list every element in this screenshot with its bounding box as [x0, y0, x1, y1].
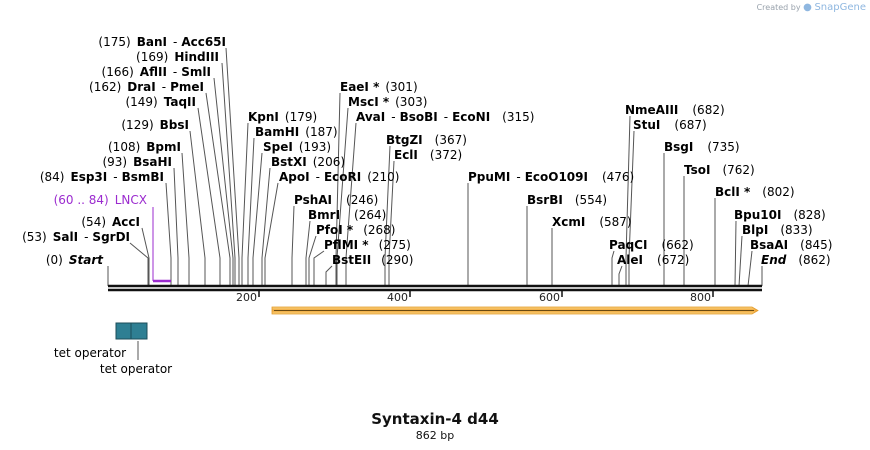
leader-BsaHI — [173, 167, 179, 286]
enzyme-PaqCI[interactable]: PaqCI (662) — [609, 238, 694, 252]
enzyme-EaeI[interactable]: EaeI * (301) — [340, 80, 418, 94]
leader-BtgZI — [384, 145, 391, 286]
tet-operator-label-2: tet operator — [100, 362, 172, 376]
credit-brand: SnapGene — [814, 2, 866, 13]
lncx-label: (60 .. 84) LNCX — [54, 193, 147, 207]
enzyme-BanI[interactable]: (175) BanI - Acc65I — [98, 35, 226, 49]
enzyme-EclI[interactable]: EclI (372) — [394, 148, 462, 162]
leader-BstEII — [325, 265, 333, 286]
leader-PshAI — [291, 205, 295, 286]
ruler-label-800: 800 — [690, 291, 711, 304]
enzyme-BstEII[interactable]: BstEII (290) — [332, 253, 413, 267]
enzyme-SpeI[interactable]: SpeI (193) — [263, 140, 331, 154]
sequence-title: Syntaxin-4 d44 — [371, 410, 499, 428]
enzyme-AflII[interactable]: (166) AflII - SmlI — [102, 65, 211, 79]
enzyme-NmeAIII[interactable]: NmeAIII (682) — [625, 103, 725, 117]
enzyme-leader-lines — [107, 47, 763, 287]
snapgene-credit: Created by ● SnapGene — [757, 2, 866, 13]
enzyme-BclI[interactable]: BclI * (802) — [715, 185, 795, 199]
enzyme-PflMI[interactable]: PflMI * (275) — [324, 238, 411, 252]
leader-TaqII — [197, 107, 221, 286]
leader-BpmI — [181, 152, 190, 286]
tet-operator-features[interactable]: tet operator tet operator — [54, 322, 172, 376]
enzyme-DraI[interactable]: (162) DraI - PmeI — [89, 80, 204, 94]
enzyme-TsoI[interactable]: TsoI (762) — [684, 163, 755, 177]
enzyme-BsrBI[interactable]: BsrBI (554) — [527, 193, 607, 207]
enzyme-AccI[interactable]: (54) AccI — [81, 215, 140, 229]
leader-PaqCI — [611, 250, 615, 286]
enzyme-KpnI[interactable]: KpnI (179) — [248, 110, 317, 124]
enzyme-BtgZI[interactable]: BtgZI (367) — [386, 133, 467, 147]
enzyme-PfoI[interactable]: PfoI * (268) — [316, 223, 395, 237]
tet-operator-label-1: tet operator — [54, 346, 126, 360]
leader-AvaI — [345, 122, 357, 286]
enzyme-BbsI[interactable]: (129) BbsI — [121, 118, 189, 132]
leader-KpnI — [241, 122, 249, 286]
enzyme-TaqII[interactable]: (149) TaqII — [125, 95, 196, 109]
leader-AleI — [618, 265, 623, 286]
tet-operator-box-1[interactable] — [115, 322, 132, 340]
dna-backbone — [108, 284, 762, 292]
leader-EclI — [388, 160, 395, 286]
leader-BbsI — [189, 130, 206, 286]
enzyme-BmrI[interactable]: BmrI (264) — [308, 208, 386, 222]
enzyme-XcmI[interactable]: XcmI (587) — [552, 215, 632, 229]
ruler-label-200: 200 — [236, 291, 257, 304]
ruler — [258, 290, 714, 297]
leader-ApoI — [264, 182, 279, 286]
sequence-length: 862 bp — [415, 429, 455, 442]
enzyme-AvaI[interactable]: AvaI - BsoBI - EcoNI (315) — [356, 110, 534, 124]
lncx-feature[interactable]: (60 .. 84) LNCX — [54, 193, 171, 283]
leader-BstXI — [261, 167, 271, 286]
enzyme-BamHI[interactable]: BamHI (187) — [255, 125, 338, 139]
snapgene-logo-icon: ● — [803, 2, 812, 13]
leader-NmeAIII — [625, 115, 631, 286]
leader-AccI — [141, 227, 150, 286]
end-label: End (862) — [761, 253, 831, 267]
tet-operator-box-2[interactable] — [130, 322, 148, 340]
leader-SalI — [129, 242, 149, 286]
enzyme-BsaAI[interactable]: BsaAI (845) — [750, 238, 832, 252]
enzyme-SalI[interactable]: (53) SalI - SgrDI — [22, 230, 130, 244]
leader-MscI — [336, 107, 349, 286]
leader-AflII — [213, 77, 234, 286]
enzyme-BstXI[interactable]: BstXI (206) — [271, 155, 345, 169]
leader-Bpu10I — [734, 220, 737, 287]
leader-PfoI — [308, 235, 317, 286]
ruler-label-600: 600 — [539, 291, 560, 304]
enzyme-BsaHI[interactable]: (93) BsaHI — [102, 155, 172, 169]
enzyme-BsgI[interactable]: BsgI (735) — [664, 140, 740, 154]
enzyme-labels: (175) BanI - Acc65I (169) HindIII (166) AflII… — [22, 35, 832, 267]
leader-PflMI — [313, 250, 325, 286]
enzyme-Esp3I[interactable]: (84) Esp3I - BsmBI — [40, 170, 164, 184]
orf-arrow[interactable] — [271, 306, 759, 315]
leader-BsaAI — [747, 250, 753, 287]
enzyme-PpuMI[interactable]: PpuMI - EcoO109I (476) — [468, 170, 634, 184]
ruler-labels: 200 400 600 800 — [236, 291, 711, 304]
ruler-label-400: 400 — [387, 291, 408, 304]
enzyme-ApoI[interactable]: ApoI - EcoRI (210) — [279, 170, 399, 184]
leader-BlpI — [738, 235, 743, 287]
enzyme-HindIII[interactable]: (169) HindIII — [136, 50, 219, 64]
enzyme-MscI[interactable]: MscI * (303) — [348, 95, 427, 109]
enzyme-BpmI[interactable]: (108) BpmI — [108, 140, 181, 154]
leader-Esp3I — [165, 182, 172, 286]
leader-EaeI — [335, 92, 341, 286]
enzyme-AleI[interactable]: AleI (672) — [617, 253, 689, 267]
enzyme-StuI[interactable]: StuI (687) — [633, 118, 707, 132]
leader-DraI — [205, 92, 231, 286]
leader-SpeI — [252, 152, 263, 286]
leader-HindIII — [221, 62, 236, 286]
leader-StuI — [628, 130, 635, 286]
enzyme-BlpI[interactable]: BlpI (833) — [742, 223, 813, 237]
leader-BamHI — [247, 137, 255, 286]
credit-prefix: Created by — [756, 3, 801, 12]
enzyme-PshAI[interactable]: PshAI (246) — [294, 193, 378, 207]
start-label: (0) Start — [46, 253, 104, 267]
leader-BmrI — [305, 220, 311, 286]
leader-BanI — [225, 47, 240, 286]
enzyme-Bpu10I[interactable]: Bpu10I (828) — [734, 208, 826, 222]
